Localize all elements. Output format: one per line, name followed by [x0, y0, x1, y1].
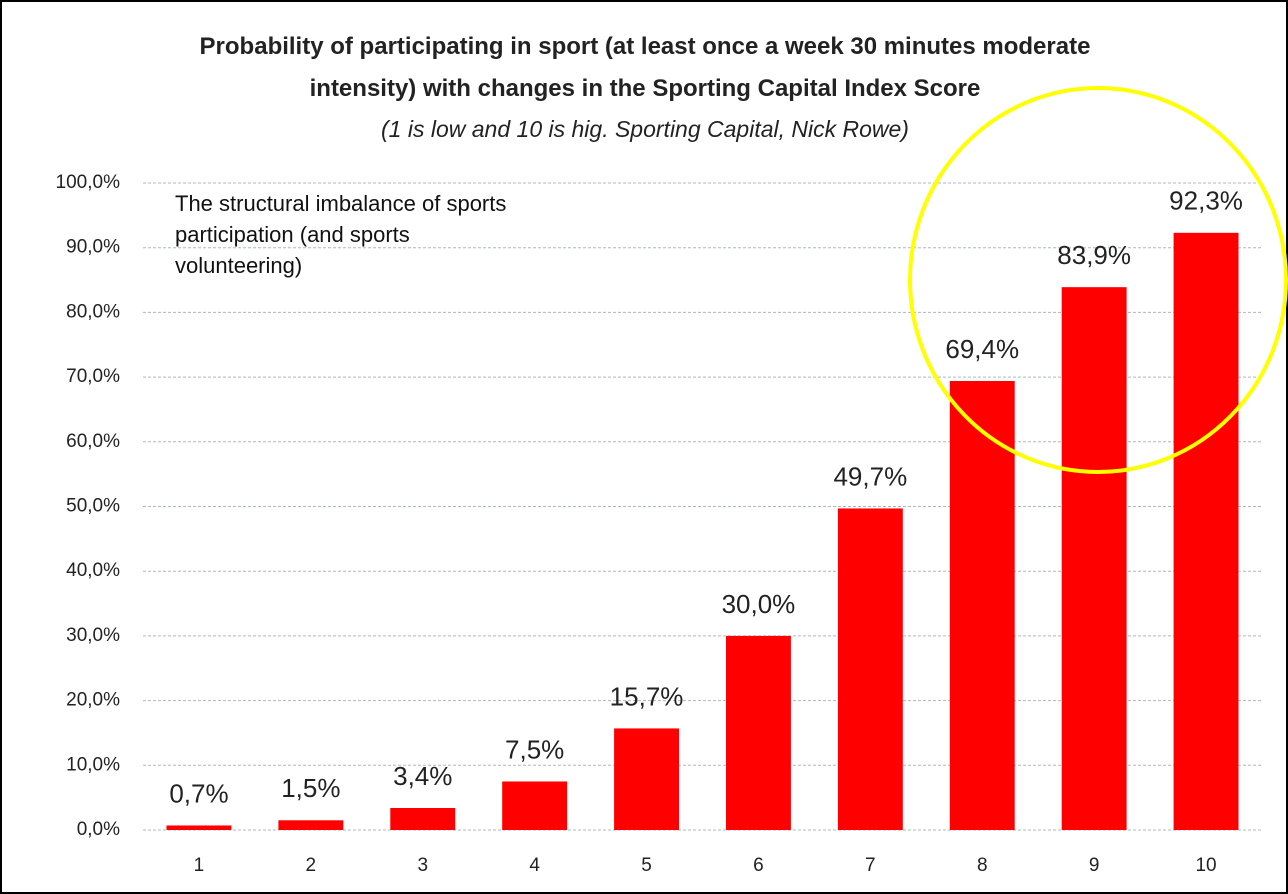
x-tick-label: 9	[1089, 855, 1100, 876]
bar	[1173, 232, 1239, 831]
value-label: 69,4%	[945, 334, 1019, 364]
annotation: The structural imbalance of sports parti…	[175, 191, 507, 278]
chart-subtitle: (1 is low and 10 is hig. Sporting Capita…	[381, 116, 909, 142]
y-tick-label: 30,0%	[66, 625, 120, 646]
bar	[390, 808, 456, 830]
value-label: 15,7%	[610, 681, 684, 711]
bar	[278, 820, 344, 830]
y-tick-label: 80,0%	[66, 301, 120, 322]
x-tick-label: 5	[641, 855, 652, 876]
x-tick-label: 4	[529, 855, 540, 876]
bar	[949, 380, 1015, 830]
x-tick-label: 7	[865, 855, 876, 876]
y-tick-label: 40,0%	[66, 560, 120, 581]
bar	[166, 825, 232, 830]
value-label: 49,7%	[833, 461, 907, 491]
bar	[725, 635, 791, 830]
y-tick-label: 70,0%	[66, 366, 120, 387]
value-label: 7,5%	[505, 734, 564, 764]
bar	[502, 781, 568, 830]
bar	[1061, 287, 1127, 830]
x-tick-label: 6	[753, 855, 764, 876]
y-tick-label: 60,0%	[66, 431, 120, 452]
y-tick-label: 20,0%	[66, 690, 120, 711]
y-tick-label: 50,0%	[66, 496, 120, 517]
highlight-circle	[908, 86, 1288, 474]
value-label: 0,7%	[169, 778, 228, 808]
value-label: 1,5%	[281, 773, 340, 803]
bar	[614, 728, 680, 830]
y-tick-label: 0,0%	[77, 819, 120, 840]
value-label: 3,4%	[393, 761, 452, 791]
plot-area: 0,0% 10,0% 20,0% 30,0% 40,0% 50,0% 60,0% 70,0% 8…	[56, 172, 1262, 876]
value-label: 83,9%	[1057, 240, 1131, 270]
y-tick-label: 90,0%	[66, 237, 120, 258]
chart-title: Probability of participating in sport (a…	[199, 33, 1091, 102]
x-tick-label: 3	[417, 855, 428, 876]
x-tick-label: 2	[306, 855, 317, 876]
x-tick-label: 8	[977, 855, 988, 876]
x-tick-label: 1	[194, 855, 205, 876]
value-label: 92,3%	[1169, 186, 1243, 216]
y-tick-label: 10,0%	[66, 754, 120, 775]
x-tick-label: 10	[1195, 855, 1216, 876]
bar	[837, 508, 903, 830]
y-tick-label: 100,0%	[56, 172, 121, 193]
value-label: 30,0%	[722, 589, 796, 619]
